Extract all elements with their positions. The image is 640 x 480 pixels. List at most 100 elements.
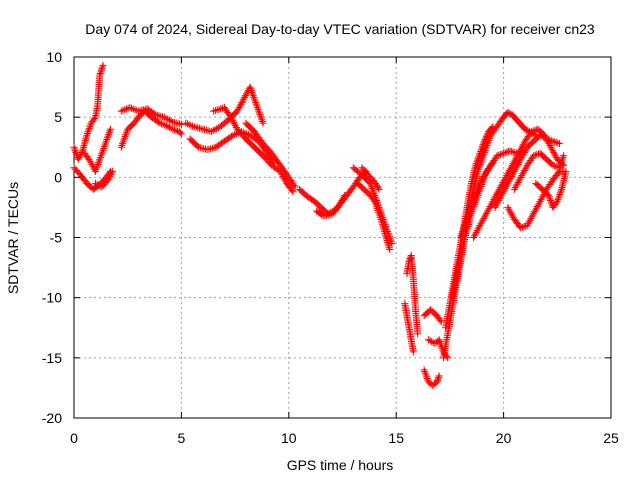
data-point — [85, 126, 93, 134]
data-point — [460, 224, 468, 232]
data-point — [466, 206, 474, 214]
data-point — [104, 132, 112, 140]
series-track-g — [182, 83, 267, 136]
data-point — [555, 192, 563, 200]
data-point — [120, 134, 128, 142]
data-point — [493, 152, 501, 160]
data-point — [475, 153, 483, 161]
data-point — [435, 373, 443, 381]
data-point — [483, 131, 491, 139]
data-point — [122, 129, 130, 137]
data-point — [475, 151, 483, 159]
series-track-s — [420, 366, 443, 390]
series-track-v — [442, 123, 497, 332]
data-point — [559, 155, 567, 163]
data-point — [421, 369, 429, 377]
data-point — [459, 226, 467, 234]
data-point — [556, 189, 564, 197]
series-track-x — [457, 159, 497, 241]
data-point — [505, 109, 513, 117]
data-point — [92, 166, 100, 174]
data-point — [91, 179, 99, 187]
data-point — [473, 187, 481, 195]
data-point — [539, 133, 547, 141]
data-point — [290, 181, 298, 189]
data-point — [189, 122, 197, 130]
data-point — [106, 127, 114, 135]
data-point — [472, 190, 480, 198]
data-point — [100, 144, 108, 152]
data-point — [177, 120, 185, 128]
series-track-z — [491, 131, 563, 211]
data-point — [473, 158, 481, 166]
data-point — [83, 131, 91, 139]
data-point — [562, 167, 570, 175]
data-point — [465, 210, 473, 218]
data-point — [161, 121, 169, 129]
data-point — [105, 130, 113, 138]
data-point — [76, 152, 84, 160]
data-point — [549, 137, 557, 145]
data-point — [121, 106, 129, 114]
data-point — [84, 128, 92, 136]
data-point — [90, 115, 98, 123]
data-point — [383, 237, 391, 245]
data-point — [121, 132, 129, 140]
data-point — [96, 71, 104, 79]
data-point — [386, 246, 394, 254]
data-point — [107, 125, 115, 133]
data-point — [468, 203, 476, 211]
data-point — [119, 138, 127, 146]
data-point — [370, 196, 378, 204]
series-track-q — [403, 252, 422, 338]
data-point — [253, 102, 261, 110]
data-point — [475, 181, 483, 189]
data-point — [382, 233, 390, 241]
data-point — [488, 124, 496, 132]
data-point — [529, 127, 537, 135]
data-point — [503, 148, 511, 156]
data-point — [372, 180, 380, 188]
data-point — [74, 155, 82, 163]
data-point — [457, 234, 465, 241]
data-point — [549, 161, 557, 169]
data-point — [482, 134, 490, 142]
series-track-e — [117, 107, 185, 151]
data-point — [467, 205, 475, 213]
data-point — [97, 66, 105, 74]
data-point — [470, 196, 478, 204]
data-point — [251, 97, 259, 105]
y-tick-label: 5 — [54, 109, 62, 125]
data-point — [547, 197, 555, 205]
data-point — [369, 188, 377, 196]
data-point — [475, 183, 483, 191]
data-point — [555, 194, 563, 202]
data-point — [548, 160, 556, 168]
data-point — [428, 338, 436, 346]
data-point — [372, 181, 380, 189]
data-point — [538, 132, 546, 140]
data-point — [373, 203, 381, 211]
data-point — [377, 214, 385, 222]
data-point — [104, 176, 112, 184]
x-tick-label: 5 — [178, 430, 186, 446]
data-point — [423, 373, 431, 381]
data-point — [247, 87, 255, 95]
data-point — [476, 149, 484, 157]
data-point — [170, 126, 178, 134]
data-point — [546, 136, 554, 144]
data-point — [520, 223, 528, 231]
data-point — [256, 111, 264, 119]
data-point — [436, 338, 444, 346]
data-point — [551, 138, 559, 146]
data-point — [107, 171, 115, 179]
data-point — [458, 230, 466, 238]
x-tick-label: 10 — [281, 430, 297, 446]
data-point — [517, 224, 525, 232]
data-point — [375, 208, 383, 216]
data-point — [480, 137, 488, 145]
data-point — [84, 129, 92, 137]
data-point — [464, 214, 472, 222]
data-point — [535, 150, 543, 158]
